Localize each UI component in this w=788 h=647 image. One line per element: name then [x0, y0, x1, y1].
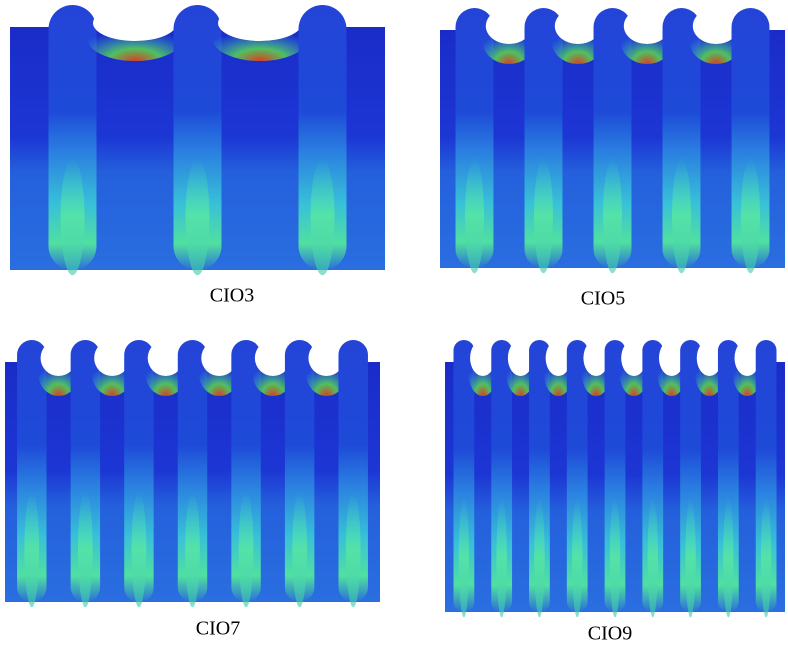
scallop: [308, 340, 345, 376]
contour-core: [647, 497, 658, 618]
contour-column: [604, 340, 626, 612]
scallop: [696, 340, 723, 376]
contour-column: [173, 5, 222, 270]
scallop: [507, 340, 534, 376]
scallop: [40, 340, 77, 376]
contour-column: [717, 340, 739, 612]
contour-column: [755, 340, 777, 612]
contour-column: [491, 340, 513, 612]
contour-core: [534, 497, 545, 618]
contour-core: [292, 491, 308, 608]
scallop: [583, 340, 609, 376]
scallop: [93, 5, 177, 41]
contour-core: [672, 158, 691, 274]
contour-core: [131, 491, 147, 608]
contour-core: [603, 158, 622, 274]
contour-column: [529, 340, 550, 612]
contour-core: [185, 158, 210, 276]
scallop: [470, 340, 496, 376]
contour-core: [465, 158, 484, 274]
contour-column: [566, 340, 588, 612]
scallop: [147, 340, 184, 376]
scallop: [94, 340, 131, 376]
scallop: [658, 340, 685, 376]
panel-label: CIO3: [210, 285, 254, 307]
contour-column: [593, 8, 632, 268]
contour-core: [24, 491, 40, 608]
contour-column: [731, 8, 770, 268]
panel-label: CIO9: [588, 623, 632, 645]
scallop: [545, 340, 572, 376]
contour-core: [609, 497, 621, 618]
contour-core: [238, 491, 254, 608]
scallop: [201, 340, 238, 376]
scallop: [218, 5, 302, 41]
contour-column: [298, 5, 347, 270]
contour-core: [572, 497, 583, 618]
scallop: [692, 8, 740, 44]
contour-column: [662, 8, 701, 268]
panel-label: CIO7: [196, 618, 240, 640]
contour-column: [455, 8, 494, 268]
contour-column: [48, 5, 97, 270]
contour-core: [496, 497, 507, 618]
panel-label: CIO5: [581, 288, 625, 310]
contour-column: [453, 340, 475, 612]
scallop: [485, 8, 533, 44]
contour-core: [685, 497, 696, 618]
panels: [5, 5, 785, 618]
contour-column: [124, 340, 154, 602]
contour-core: [60, 158, 85, 276]
scallop: [554, 8, 602, 44]
contour-column: [338, 340, 368, 602]
contour-core: [310, 158, 335, 276]
contour-column: [231, 340, 261, 602]
contour-column: [70, 340, 101, 602]
contour-column: [284, 340, 315, 602]
scallop: [254, 340, 291, 376]
scallop: [623, 8, 671, 44]
contour-core: [185, 491, 200, 608]
contour-core: [534, 158, 553, 274]
contour-core: [345, 491, 361, 608]
contour-core: [760, 497, 772, 618]
contour-column: [642, 340, 664, 612]
contour-core: [723, 497, 734, 618]
contour-core: [77, 491, 93, 608]
contour-column: [524, 8, 563, 268]
scallop: [621, 340, 647, 376]
contour-column: [17, 340, 47, 602]
scallop: [734, 340, 760, 376]
contour-column: [680, 340, 701, 612]
contour-core: [741, 158, 760, 274]
contour-column: [177, 340, 208, 602]
contour-core: [458, 497, 470, 618]
